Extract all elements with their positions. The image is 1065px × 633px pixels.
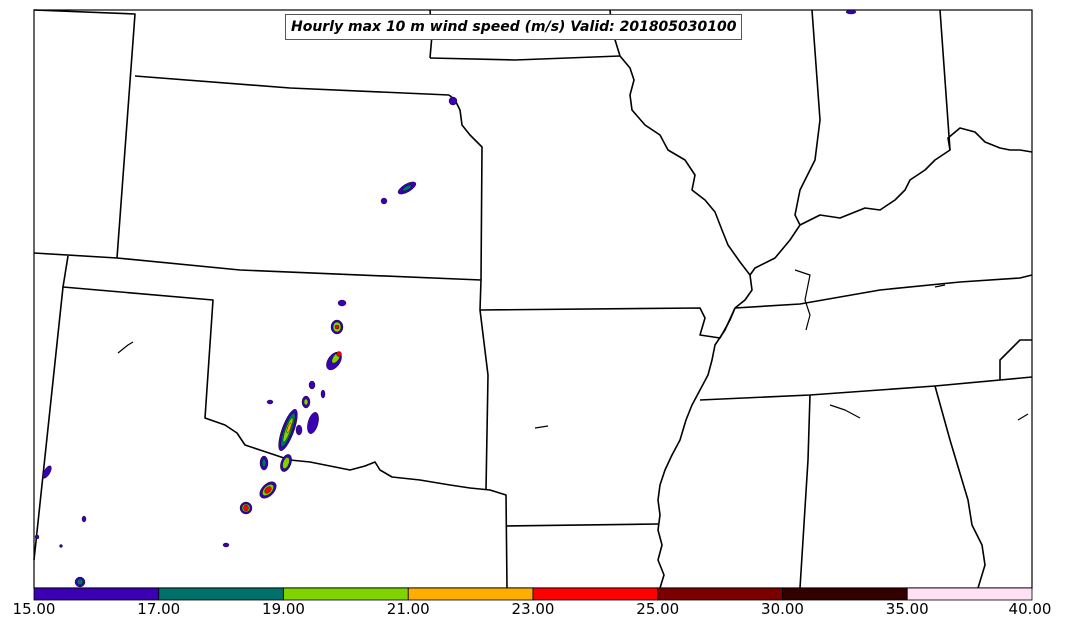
colorbar-bin [283, 587, 409, 601]
colorbar-bin [407, 587, 534, 601]
colorbar-tick-label: 25.00 [636, 600, 680, 618]
colorbar-bin [158, 587, 284, 601]
colorbar-tick-label: 23.00 [511, 600, 555, 618]
wind-contours [34, 9, 857, 588]
colorbar-bin [33, 587, 160, 601]
colorbar-tick-label: 35.00 [885, 600, 929, 618]
colorbar-tick-label: 30.00 [761, 600, 804, 618]
colorbar-tick-label: 19.00 [262, 600, 305, 618]
colorbar-bin [906, 587, 1033, 601]
map-frame [33, 9, 1033, 589]
colorbar [33, 587, 1033, 601]
colorbar-tick-label: 40.00 [1008, 600, 1052, 618]
colorbar-bin [782, 587, 908, 601]
colorbar-tick-label: 21.00 [386, 600, 430, 618]
colorbar-bin [532, 587, 659, 601]
map-title: Hourly max 10 m wind speed (m/s) Valid: … [285, 14, 743, 40]
colorbar-bin [657, 587, 783, 601]
colorbar-tick-label: 15.00 [12, 600, 56, 618]
colorbar-tick-label: 17.00 [137, 600, 181, 618]
